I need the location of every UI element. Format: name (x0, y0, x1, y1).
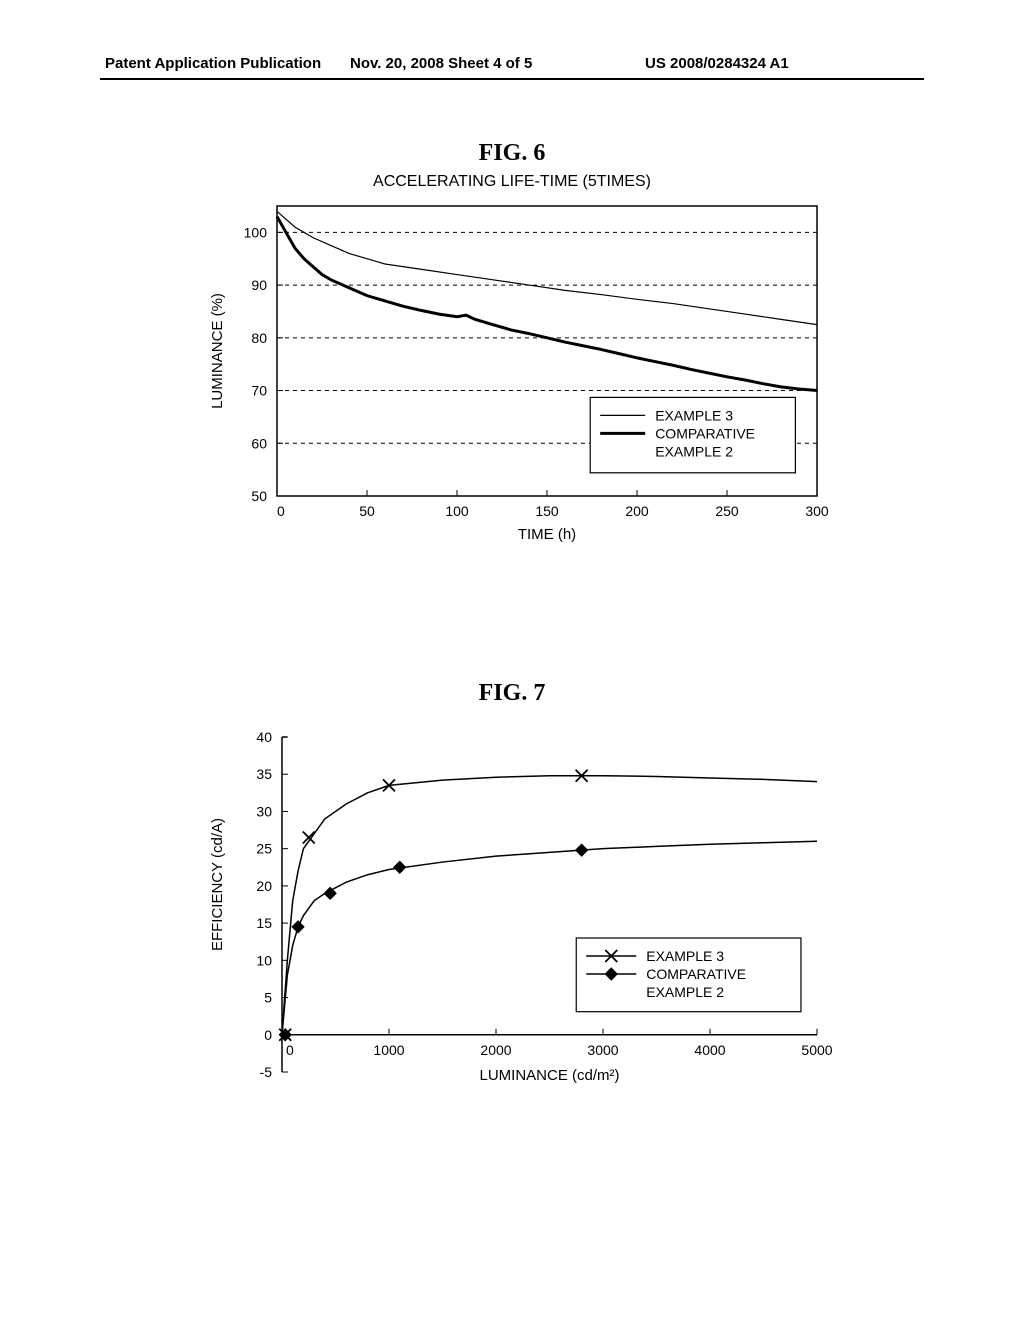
svg-text:60: 60 (251, 435, 267, 451)
svg-text:20: 20 (256, 878, 272, 894)
svg-text:300: 300 (805, 503, 829, 519)
svg-text:80: 80 (251, 330, 267, 346)
svg-text:4000: 4000 (694, 1042, 725, 1058)
svg-text:-5: -5 (260, 1064, 273, 1080)
svg-text:EFFICIENCY (cd/A): EFFICIENCY (cd/A) (209, 818, 226, 951)
figure-7-label: FIG. 7 (100, 680, 924, 707)
svg-text:0: 0 (277, 503, 285, 519)
figure-7-chart: 1000 2000 3000 4000 5000 0 -5 0 5 10 15 20 25 30 35 40 L… (192, 707, 832, 1127)
svg-text:5000: 5000 (801, 1042, 832, 1058)
figure-6-chart: 0 50 100 150 200 250 300 50 60 70 80 90 100 TIME (h) L… (192, 191, 832, 551)
svg-text:5: 5 (264, 990, 272, 1006)
header-sheet: Nov. 20, 2008 Sheet 4 of 5 (350, 55, 532, 72)
figure-6-label: FIG. 6 (100, 140, 924, 167)
svg-text:100: 100 (244, 224, 268, 240)
svg-text:EXAMPLE 3: EXAMPLE 3 (655, 407, 733, 423)
svg-text:250: 250 (715, 503, 739, 519)
svg-text:COMPARATIVE: COMPARATIVE (646, 966, 746, 982)
svg-text:0: 0 (286, 1042, 294, 1058)
patent-page: Patent Application Publication Nov. 20, … (0, 0, 1024, 1320)
svg-text:200: 200 (625, 503, 649, 519)
svg-text:25: 25 (256, 841, 272, 857)
svg-text:TIME (h): TIME (h) (518, 526, 576, 543)
svg-text:100: 100 (445, 503, 469, 519)
svg-text:EXAMPLE 3: EXAMPLE 3 (646, 948, 724, 964)
figure-7: FIG. 7 1000 2000 3000 4000 5000 0 -5 0 5 10 15 20 25… (100, 680, 924, 1127)
header-patent-number: US 2008/0284324 A1 (645, 55, 789, 72)
svg-text:30: 30 (256, 803, 272, 819)
svg-text:LUMINANCE (cd/m²): LUMINANCE (cd/m²) (479, 1067, 619, 1084)
svg-text:1000: 1000 (373, 1042, 404, 1058)
svg-text:EXAMPLE 2: EXAMPLE 2 (655, 443, 733, 459)
svg-text:10: 10 (256, 952, 272, 968)
svg-text:50: 50 (251, 488, 267, 504)
header-divider (100, 78, 924, 80)
figure-6-title: ACCELERATING LIFE-TIME (5TIMES) (100, 173, 924, 191)
svg-text:150: 150 (535, 503, 559, 519)
svg-text:15: 15 (256, 915, 272, 931)
svg-text:3000: 3000 (587, 1042, 618, 1058)
svg-text:EXAMPLE 2: EXAMPLE 2 (646, 984, 724, 1000)
svg-text:70: 70 (251, 383, 267, 399)
svg-text:50: 50 (359, 503, 375, 519)
svg-text:COMPARATIVE: COMPARATIVE (655, 425, 755, 441)
svg-text:LUMINANCE (%): LUMINANCE (%) (209, 293, 226, 409)
header-publication: Patent Application Publication (105, 55, 321, 72)
svg-text:90: 90 (251, 277, 267, 293)
svg-text:40: 40 (256, 729, 272, 745)
svg-text:2000: 2000 (480, 1042, 511, 1058)
svg-text:0: 0 (264, 1027, 272, 1043)
svg-text:35: 35 (256, 766, 272, 782)
figure-6: FIG. 6 ACCELERATING LIFE-TIME (5TIMES) 0… (100, 140, 924, 551)
